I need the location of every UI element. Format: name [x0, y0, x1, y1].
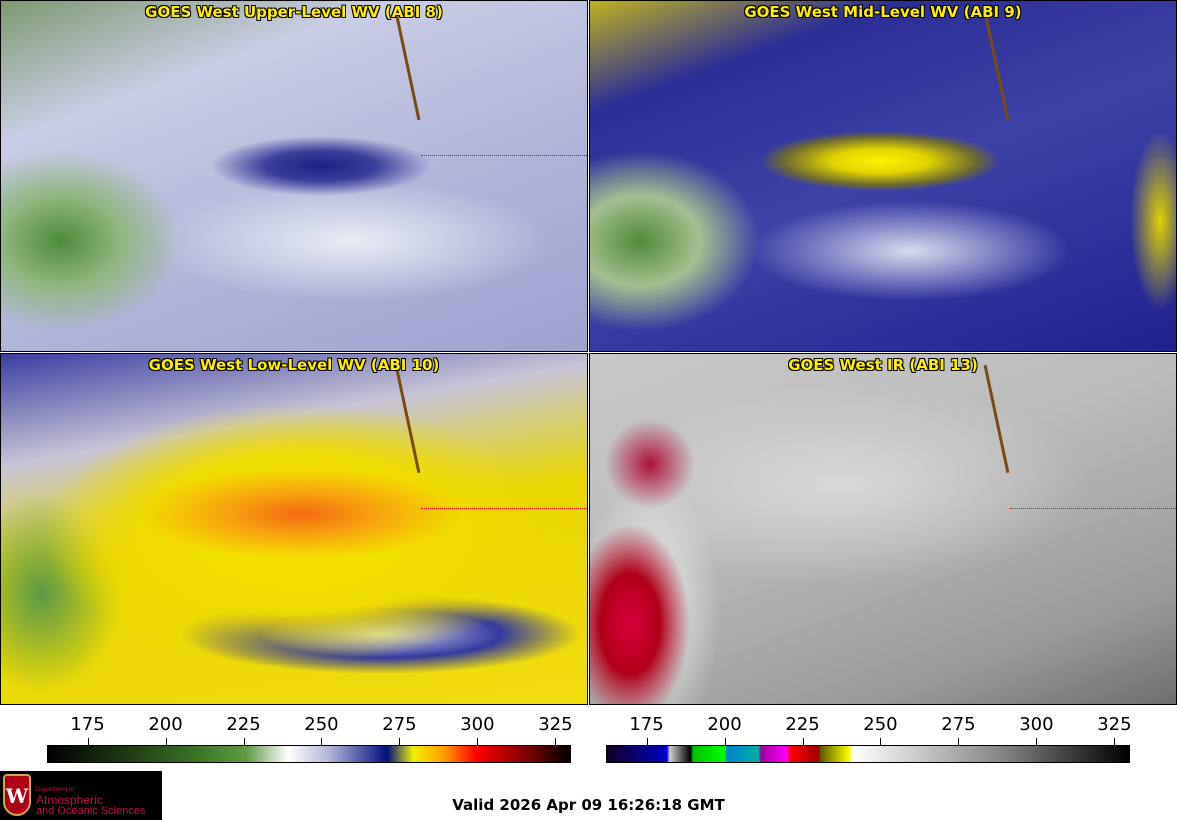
- low-level-wv-panel: GOES West Low-Level WV (ABI 10): [0, 353, 588, 705]
- valid-time: Valid 2026 Apr 09 16:26:18 GMT: [452, 796, 725, 814]
- colorbar-tick-label: 275: [941, 714, 976, 735]
- colorbar-tick: [399, 738, 401, 745]
- panel-title: GOES West Mid-Level WV (ABI 9): [744, 3, 1022, 21]
- colorbar-tick-label: 175: [629, 714, 664, 735]
- colorbar-tick: [646, 738, 648, 745]
- coastline: [983, 11, 1010, 121]
- colorbar-tick: [555, 738, 557, 745]
- logo-line: Atmospheric: [36, 793, 103, 807]
- colorbar-tick: [1114, 738, 1116, 745]
- colorbar-tick: [724, 738, 726, 745]
- upper-level-wv-panel: GOES West Upper-Level WV (ABI 8): [0, 0, 588, 352]
- ir-colorbar: [606, 745, 1130, 763]
- wv-colorbar: [47, 745, 571, 763]
- colorbar-tick-label: 175: [70, 714, 105, 735]
- state-borders: [1010, 369, 1176, 509]
- colorbar-tick-label: 325: [1097, 714, 1132, 735]
- panel-title: GOES West Upper-Level WV (ABI 8): [145, 3, 443, 21]
- colorbar-tick-label: 300: [460, 714, 495, 735]
- colorbar-tick: [1036, 738, 1038, 745]
- infrared-panel: GOES West IR (ABI 13): [589, 353, 1177, 705]
- colorbar-tick-label: 250: [304, 714, 339, 735]
- colorbar-tick-label: 250: [863, 714, 898, 735]
- colorbar-tick: [243, 738, 245, 745]
- logo-line: Department of: [36, 787, 75, 793]
- logo-line: and Oceanic Sciences: [36, 805, 146, 817]
- colorbar-tick-label: 200: [148, 714, 183, 735]
- colorbar-tick-label: 325: [538, 714, 573, 735]
- colorbar-tick-label: 225: [785, 714, 820, 735]
- panel-title: GOES West IR (ABI 13): [788, 356, 978, 374]
- state-borders: [421, 369, 587, 509]
- colorbar-tick: [165, 738, 167, 745]
- colorbar-tick: [802, 738, 804, 745]
- colorbar-tick: [880, 738, 882, 745]
- colorbar-tick: [477, 738, 479, 745]
- aos-logo: W Department of Atmospheric and Oceanic …: [0, 771, 162, 820]
- colorbar-tick-label: 200: [707, 714, 742, 735]
- coastline: [394, 11, 421, 121]
- state-borders: [1010, 16, 1176, 156]
- colorbar-tick-label: 300: [1019, 714, 1054, 735]
- colorbar-tick: [87, 738, 89, 745]
- coastline: [983, 364, 1010, 474]
- mid-level-wv-panel: GOES West Mid-Level WV (ABI 9): [589, 0, 1177, 352]
- panel-title: GOES West Low-Level WV (ABI 10): [148, 356, 440, 374]
- colorbar-tick-label: 275: [382, 714, 417, 735]
- colorbar-tick: [321, 738, 323, 745]
- uw-shield-icon: W: [3, 774, 31, 816]
- state-borders: [421, 16, 587, 156]
- colorbar-tick: [958, 738, 960, 745]
- colorbar-tick-label: 225: [226, 714, 261, 735]
- coastline: [394, 364, 421, 474]
